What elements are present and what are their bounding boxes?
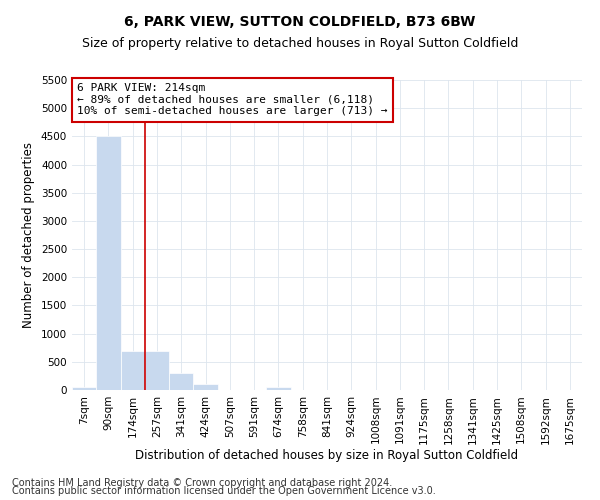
Y-axis label: Number of detached properties: Number of detached properties (22, 142, 35, 328)
Bar (121, 350, 145, 390)
Bar (96, 136, 121, 390)
Text: Contains HM Land Registry data © Crown copyright and database right 2024.: Contains HM Land Registry data © Crown c… (12, 478, 392, 488)
X-axis label: Distribution of detached houses by size in Royal Sutton Coldfield: Distribution of detached houses by size … (136, 449, 518, 462)
Text: Contains public sector information licensed under the Open Government Licence v3: Contains public sector information licen… (12, 486, 436, 496)
Bar (72, 387, 96, 390)
Bar (145, 350, 169, 390)
Text: 6 PARK VIEW: 214sqm
← 89% of detached houses are smaller (6,118)
10% of semi-det: 6 PARK VIEW: 214sqm ← 89% of detached ho… (77, 83, 388, 116)
Text: 6, PARK VIEW, SUTTON COLDFIELD, B73 6BW: 6, PARK VIEW, SUTTON COLDFIELD, B73 6BW (124, 15, 476, 29)
Text: Size of property relative to detached houses in Royal Sutton Coldfield: Size of property relative to detached ho… (82, 38, 518, 51)
Bar (193, 384, 218, 390)
Bar (169, 373, 193, 390)
Bar (266, 387, 290, 390)
